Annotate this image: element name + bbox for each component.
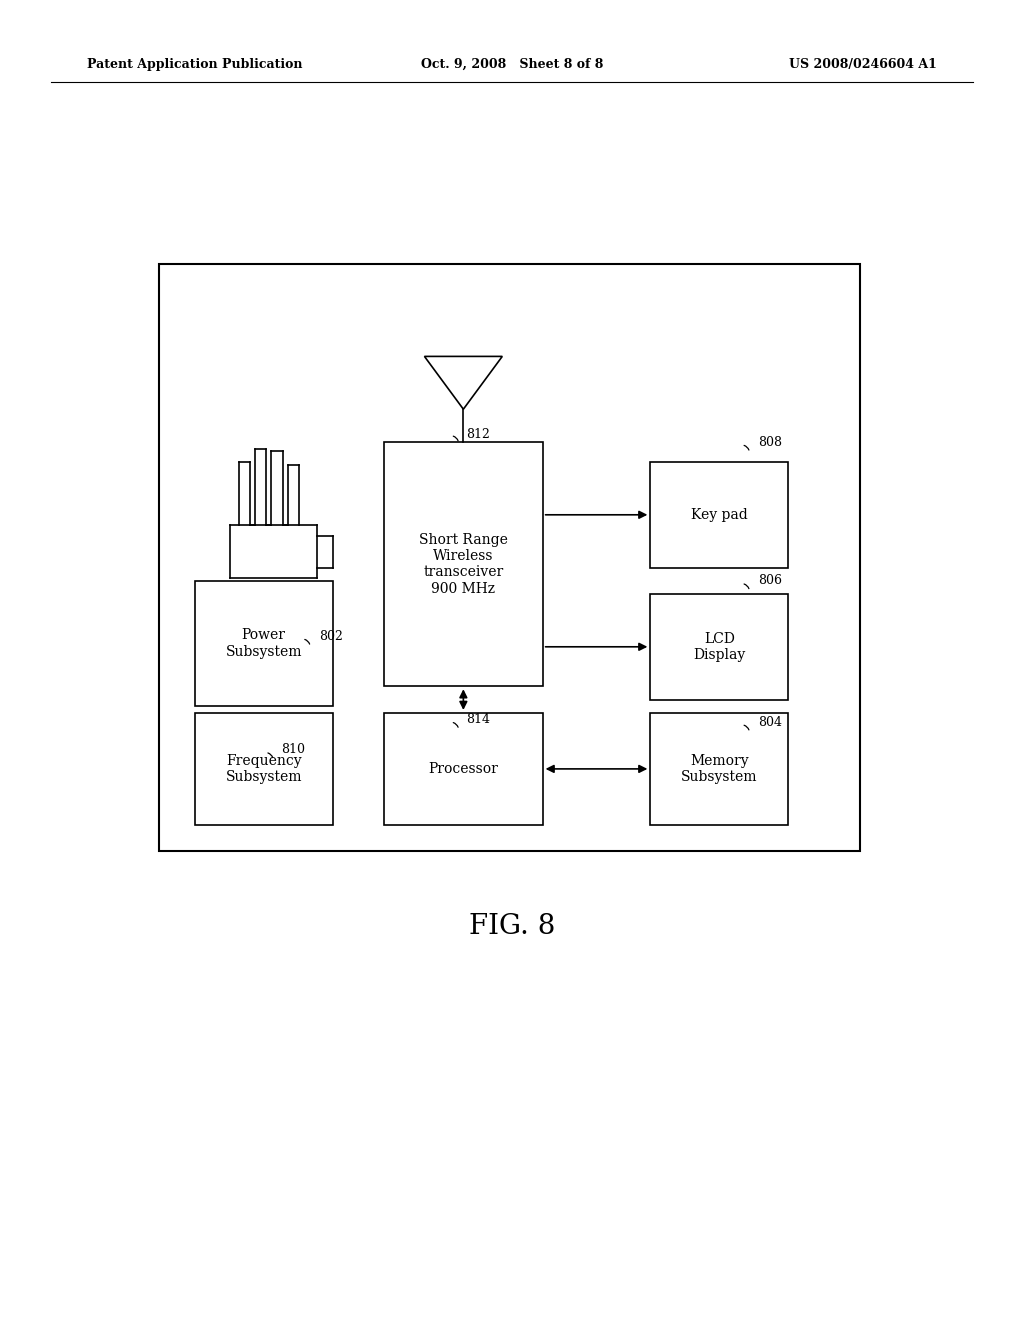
Bar (650, 713, 788, 825)
FancyArrowPatch shape (305, 639, 309, 644)
Bar (195, 581, 333, 706)
FancyArrowPatch shape (744, 445, 749, 450)
Bar (384, 442, 543, 686)
Bar (650, 462, 788, 568)
Text: 808: 808 (758, 436, 781, 449)
FancyArrowPatch shape (454, 722, 458, 727)
Text: Power
Subsystem: Power Subsystem (225, 628, 302, 659)
FancyArrowPatch shape (268, 752, 272, 758)
Text: Frequency
Subsystem: Frequency Subsystem (225, 754, 302, 784)
FancyArrowPatch shape (744, 583, 749, 589)
FancyArrowPatch shape (744, 725, 749, 730)
Text: LCD
Display: LCD Display (693, 632, 745, 661)
Bar (384, 713, 543, 825)
Text: Patent Application Publication: Patent Application Publication (87, 58, 302, 71)
Text: 810: 810 (282, 743, 305, 756)
FancyArrowPatch shape (546, 511, 645, 519)
Text: 812: 812 (466, 428, 489, 441)
Text: Processor: Processor (428, 762, 499, 776)
FancyArrowPatch shape (460, 692, 467, 708)
Bar (159, 264, 860, 851)
FancyArrowPatch shape (548, 766, 645, 772)
Bar (195, 713, 333, 825)
Text: FIG. 8: FIG. 8 (469, 913, 555, 940)
FancyArrowPatch shape (546, 643, 645, 651)
Text: 804: 804 (758, 715, 781, 729)
Text: 814: 814 (466, 713, 489, 726)
Text: Short Range
Wireless
transceiver
900 MHz: Short Range Wireless transceiver 900 MHz (419, 533, 508, 595)
Text: US 2008/0246604 A1: US 2008/0246604 A1 (790, 58, 937, 71)
FancyArrowPatch shape (454, 436, 458, 441)
Bar (650, 594, 788, 700)
Text: Memory
Subsystem: Memory Subsystem (681, 754, 758, 784)
Text: Oct. 9, 2008   Sheet 8 of 8: Oct. 9, 2008 Sheet 8 of 8 (421, 58, 603, 71)
Text: Key pad: Key pad (691, 508, 748, 521)
Text: 802: 802 (319, 630, 343, 643)
Text: 806: 806 (758, 574, 781, 587)
